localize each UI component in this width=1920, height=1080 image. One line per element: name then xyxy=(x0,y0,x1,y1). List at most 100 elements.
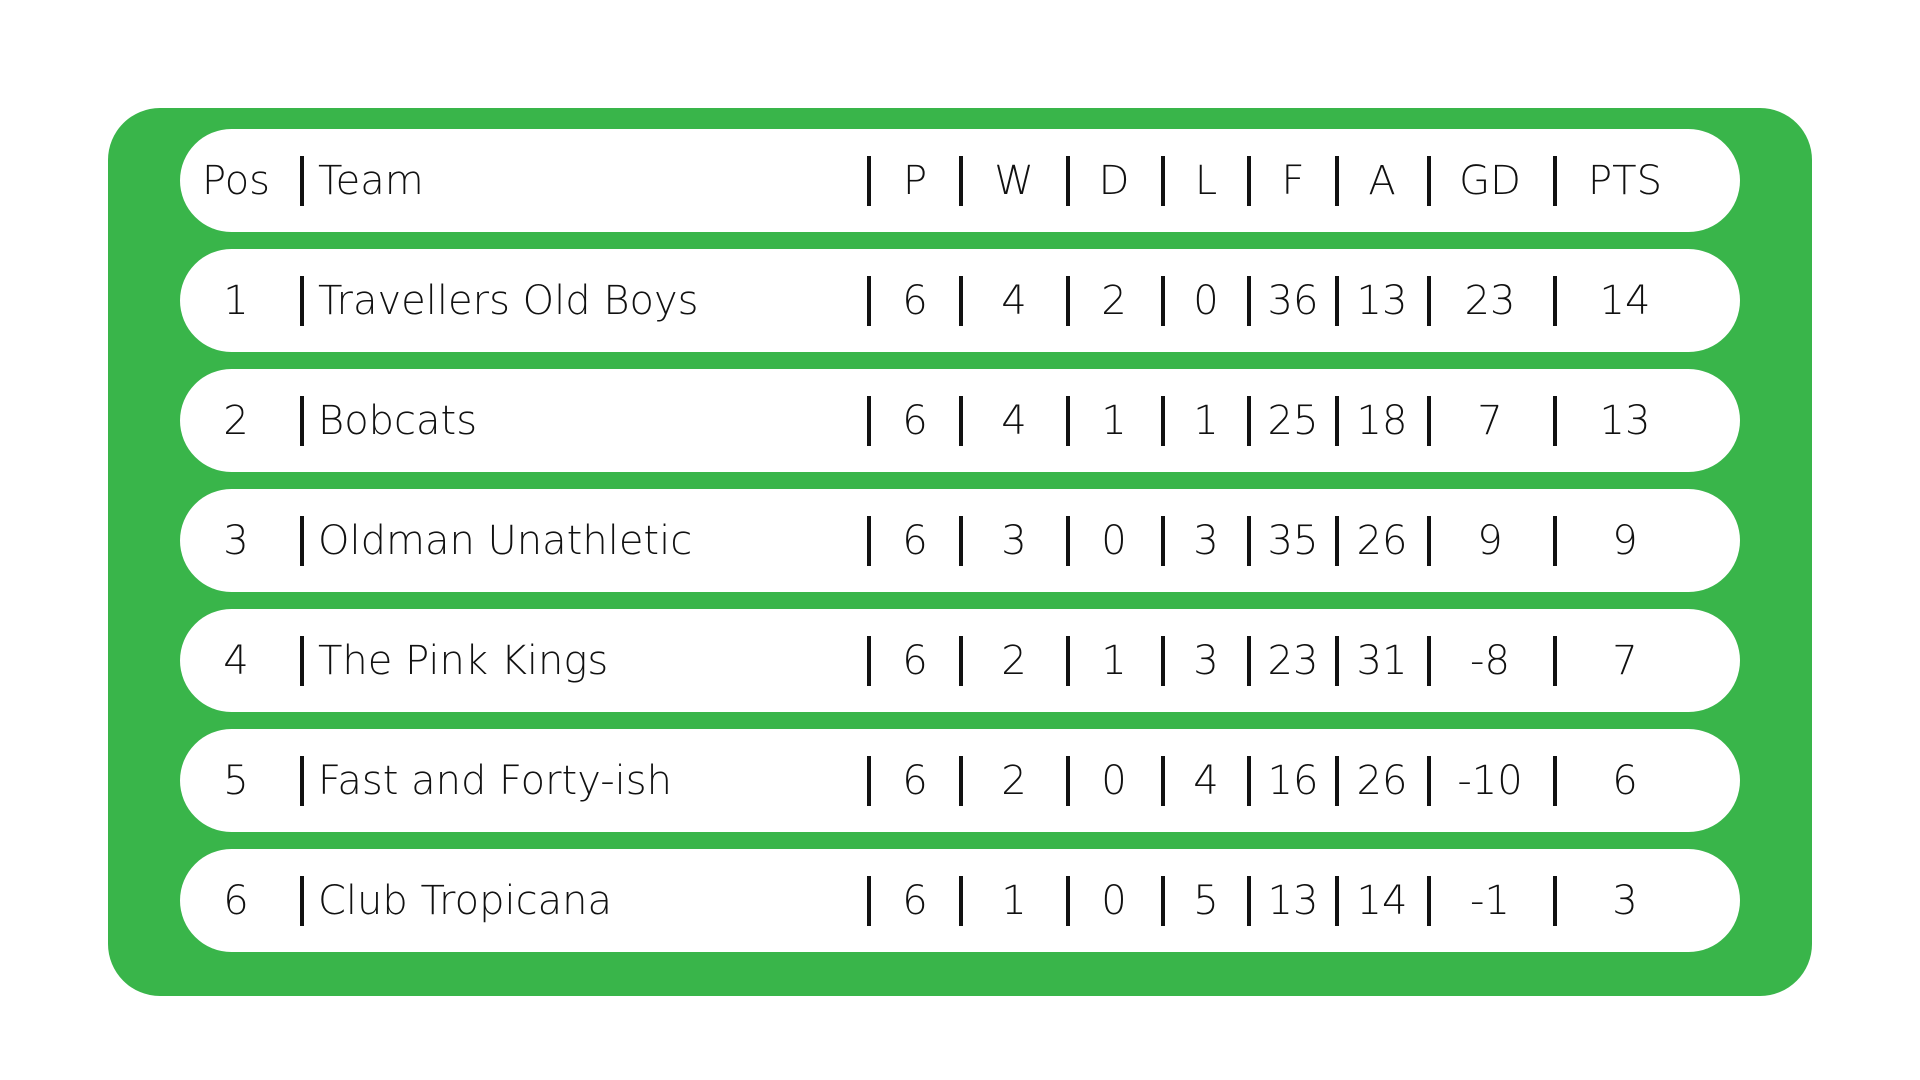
cell: 6 xyxy=(902,637,928,684)
column-divider xyxy=(1335,875,1339,926)
column-divider xyxy=(1335,635,1339,686)
cell: 6 xyxy=(223,877,249,924)
column-divider xyxy=(1553,395,1557,446)
column-divider xyxy=(867,395,871,446)
cell: 1 xyxy=(1001,877,1027,924)
cell: 23 xyxy=(1464,277,1516,324)
cell: 6 xyxy=(902,277,928,324)
cell: 3 xyxy=(1193,517,1219,564)
column-divider xyxy=(1247,395,1251,446)
cell: 14 xyxy=(1599,277,1651,324)
column-divider xyxy=(1161,155,1165,206)
column-divider xyxy=(1247,155,1251,206)
column-divider xyxy=(1066,635,1070,686)
cell: 5 xyxy=(1193,877,1219,924)
cell: 0 xyxy=(1193,277,1219,324)
column-divider xyxy=(1066,395,1070,446)
cell: 36 xyxy=(1267,277,1319,324)
cell: 23 xyxy=(1267,637,1319,684)
team-name: Club Tropicana xyxy=(318,877,612,924)
column-divider xyxy=(1247,635,1251,686)
cell: -8 xyxy=(1470,637,1510,684)
cell: 6 xyxy=(902,397,928,444)
cell: 7 xyxy=(1612,637,1638,684)
column-divider xyxy=(959,875,963,926)
column-divider xyxy=(300,635,304,686)
column-divider xyxy=(300,755,304,806)
cell: 16 xyxy=(1267,757,1319,804)
column-divider xyxy=(867,875,871,926)
column-divider xyxy=(867,155,871,206)
column-divider xyxy=(1161,515,1165,566)
column-divider xyxy=(959,635,963,686)
cell: -1 xyxy=(1470,877,1510,924)
column-divider xyxy=(1335,515,1339,566)
column-divider xyxy=(1066,875,1070,926)
cell: 4 xyxy=(1001,397,1027,444)
column-divider xyxy=(1553,155,1557,206)
column-header: GD xyxy=(1459,157,1521,204)
cell: 1 xyxy=(223,277,249,324)
cell: 4 xyxy=(1001,277,1027,324)
column-divider xyxy=(1247,515,1251,566)
column-divider xyxy=(1247,275,1251,326)
column-divider xyxy=(1335,155,1339,206)
team-name: Fast and Forty-ish xyxy=(318,757,672,804)
column-divider xyxy=(1161,635,1165,686)
cell: 3 xyxy=(1001,517,1027,564)
column-divider xyxy=(1427,155,1431,206)
cell: 1 xyxy=(1193,397,1219,444)
column-header: F xyxy=(1281,157,1305,204)
column-divider xyxy=(1553,275,1557,326)
cell: 5 xyxy=(223,757,249,804)
column-divider xyxy=(1427,875,1431,926)
column-header: Pos xyxy=(201,157,271,204)
column-header: P xyxy=(902,157,928,204)
column-divider xyxy=(1553,635,1557,686)
column-divider xyxy=(1161,275,1165,326)
team-name: The Pink Kings xyxy=(318,637,609,684)
column-divider xyxy=(1335,395,1339,446)
column-divider xyxy=(959,755,963,806)
cell: 25 xyxy=(1267,397,1319,444)
column-divider xyxy=(867,275,871,326)
column-divider xyxy=(1335,275,1339,326)
column-divider xyxy=(1553,515,1557,566)
cell: 6 xyxy=(902,877,928,924)
cell: 1 xyxy=(1101,637,1127,684)
cell: 0 xyxy=(1101,517,1127,564)
column-divider xyxy=(1427,755,1431,806)
cell: 4 xyxy=(223,637,249,684)
column-divider xyxy=(1427,395,1431,446)
column-divider xyxy=(1161,755,1165,806)
team-name: Travellers Old Boys xyxy=(318,277,699,324)
column-divider xyxy=(300,155,304,206)
column-divider xyxy=(300,515,304,566)
column-header: L xyxy=(1194,157,1218,204)
column-divider xyxy=(1247,875,1251,926)
column-divider xyxy=(959,395,963,446)
cell: 0 xyxy=(1101,877,1127,924)
column-header: PTS xyxy=(1588,157,1662,204)
column-divider xyxy=(1066,155,1070,206)
column-divider xyxy=(867,755,871,806)
column-divider xyxy=(1427,635,1431,686)
column-header: A xyxy=(1368,157,1396,204)
column-divider xyxy=(1553,875,1557,926)
cell: 26 xyxy=(1356,757,1408,804)
column-divider xyxy=(1427,515,1431,566)
column-divider xyxy=(300,275,304,326)
column-divider xyxy=(300,875,304,926)
column-divider xyxy=(1553,755,1557,806)
team-name: Oldman Unathletic xyxy=(318,517,693,564)
column-divider xyxy=(1161,875,1165,926)
cell: 0 xyxy=(1101,757,1127,804)
cell: 3 xyxy=(223,517,249,564)
column-header: Team xyxy=(318,157,424,204)
cell: 7 xyxy=(1477,397,1503,444)
cell: 13 xyxy=(1267,877,1319,924)
cell: 13 xyxy=(1599,397,1651,444)
cell: 31 xyxy=(1356,637,1408,684)
cell: 2 xyxy=(1001,757,1027,804)
